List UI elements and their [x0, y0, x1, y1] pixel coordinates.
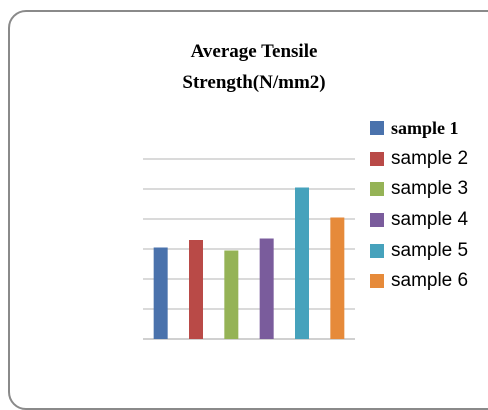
legend-swatch-sample-4	[370, 213, 384, 228]
chart-legend: sample 1 sample 2 sample 3 sample 4 samp…	[370, 113, 468, 297]
plot-area	[143, 158, 355, 340]
chart-frame	[8, 10, 488, 410]
chart-title-line-2: Strength(N/mm2)	[182, 72, 326, 93]
bar-sample-1	[153, 247, 168, 339]
legend-label-sample-5: sample 5	[391, 239, 469, 261]
bar-sample-6	[330, 217, 345, 339]
bar-sample-4	[259, 238, 274, 339]
legend-swatch-sample-2	[370, 151, 384, 166]
bar-sample-2	[189, 240, 203, 339]
legend-swatch-sample-1	[370, 121, 384, 136]
chart-title-line-1: Average Tensile	[190, 41, 318, 62]
bar-sample-5	[295, 187, 309, 339]
legend-item-sample-6: sample 6	[370, 266, 468, 297]
legend-swatch-sample-6	[370, 274, 384, 289]
legend-label-sample-1: sample 1	[391, 117, 459, 138]
legend-item-sample-4: sample 4	[370, 205, 468, 236]
legend-item-sample-5: sample 5	[370, 235, 468, 266]
legend-item-sample-2: sample 2	[370, 144, 468, 175]
legend-label-sample-3: sample 3	[391, 178, 469, 200]
legend-label-sample-6: sample 6	[391, 270, 469, 292]
legend-item-sample-1: sample 1	[370, 113, 468, 144]
legend-label-sample-2: sample 2	[391, 147, 469, 169]
legend-swatch-sample-5	[370, 243, 384, 258]
legend-swatch-sample-3	[370, 182, 384, 197]
legend-item-sample-3: sample 3	[370, 174, 468, 205]
chart-title: Average Tensile Strength(N/mm2)	[140, 36, 368, 98]
legend-label-sample-4: sample 4	[391, 209, 469, 231]
bar-sample-3	[224, 250, 239, 339]
